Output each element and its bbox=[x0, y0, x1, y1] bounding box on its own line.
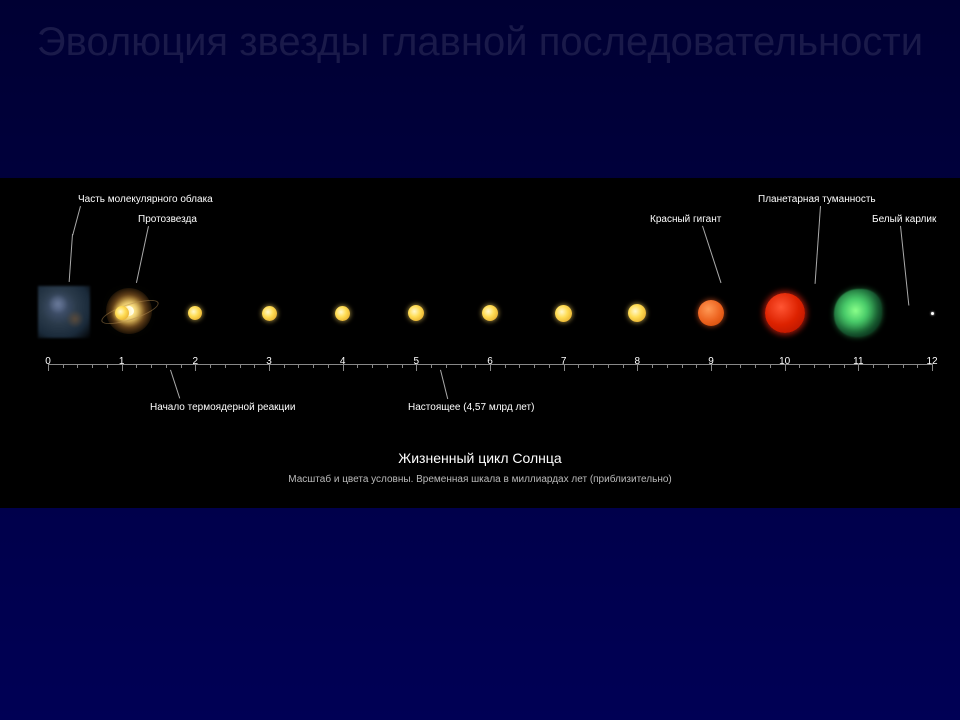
axis-tick-label: 4 bbox=[340, 356, 346, 367]
label-white-dwarf: Белый карлик bbox=[872, 214, 936, 225]
stage-white-dwarf bbox=[931, 312, 934, 315]
label-cloud: Часть молекулярного облака bbox=[78, 194, 213, 205]
axis-tick-minor bbox=[652, 364, 653, 368]
axis-tick-label: 2 bbox=[193, 356, 199, 367]
stage-sun bbox=[408, 305, 424, 321]
axis-tick-minor bbox=[313, 364, 314, 368]
axis-tick-minor bbox=[903, 364, 904, 368]
leader-planetary-nebula bbox=[815, 206, 821, 284]
axis-tick-minor bbox=[623, 364, 624, 368]
axis-tick-minor bbox=[829, 364, 830, 368]
axis-tick-minor bbox=[740, 364, 741, 368]
axis-tick-minor bbox=[77, 364, 78, 368]
stage-sun bbox=[335, 306, 350, 321]
axis-tick-minor bbox=[888, 364, 889, 368]
axis-tick-label: 6 bbox=[487, 356, 493, 367]
axis-tick-minor bbox=[475, 364, 476, 368]
axis-tick-minor bbox=[240, 364, 241, 368]
label-fusion-start: Начало термоядерной реакции bbox=[150, 402, 295, 413]
axis-tick-label: 11 bbox=[853, 356, 863, 367]
axis-tick-minor bbox=[225, 364, 226, 368]
axis-tick-label: 1 bbox=[119, 356, 125, 367]
axis-tick-minor bbox=[63, 364, 64, 368]
leader-cloud bbox=[72, 206, 81, 235]
caption-title: Жизненный цикл Солнца bbox=[0, 450, 960, 466]
stage-sun bbox=[628, 304, 646, 322]
axis-tick-minor bbox=[210, 364, 211, 368]
axis-tick-minor bbox=[328, 364, 329, 368]
axis-tick-minor bbox=[917, 364, 918, 368]
axis-tick-minor bbox=[461, 364, 462, 368]
axis-tick-minor bbox=[608, 364, 609, 368]
axis-tick-label: 7 bbox=[561, 356, 567, 367]
axis-tick-label: 12 bbox=[926, 356, 937, 367]
axis-tick-minor bbox=[166, 364, 167, 368]
axis-tick-minor bbox=[814, 364, 815, 368]
axis-tick-minor bbox=[151, 364, 152, 368]
axis-tick-minor bbox=[667, 364, 668, 368]
axis-tick-minor bbox=[799, 364, 800, 368]
axis-tick-label: 5 bbox=[414, 356, 420, 367]
leader-red-giant bbox=[702, 226, 721, 283]
axis-tick-label: 8 bbox=[635, 356, 641, 367]
axis-tick-minor bbox=[357, 364, 358, 368]
axis-tick-minor bbox=[534, 364, 535, 368]
caption-subtitle: Масштаб и цвета условны. Временная шкала… bbox=[0, 474, 960, 485]
axis-tick-minor bbox=[755, 364, 756, 368]
axis-tick-minor bbox=[873, 364, 874, 368]
stage-sun bbox=[262, 306, 277, 321]
axis-tick-minor bbox=[770, 364, 771, 368]
axis-tick-minor bbox=[254, 364, 255, 368]
axis-tick-minor bbox=[387, 364, 388, 368]
stage-orange-giant bbox=[698, 300, 724, 326]
stage-sun bbox=[115, 306, 129, 320]
label-planetary-nebula: Планетарная туманность bbox=[758, 194, 876, 205]
label-present: Настоящее (4,57 млрд лет) bbox=[408, 402, 534, 413]
axis-tick-label: 10 bbox=[779, 356, 790, 367]
axis-tick-minor bbox=[519, 364, 520, 368]
molecular-cloud bbox=[38, 286, 90, 338]
axis-tick-minor bbox=[92, 364, 93, 368]
axis-tick-minor bbox=[284, 364, 285, 368]
axis-tick-minor bbox=[402, 364, 403, 368]
axis-tick-minor bbox=[107, 364, 108, 368]
axis-tick-minor bbox=[696, 364, 697, 368]
axis-tick-label: 3 bbox=[266, 356, 272, 367]
axis-tick-minor bbox=[431, 364, 432, 368]
label-protostar: Протозвезда bbox=[138, 214, 197, 225]
axis-tick-label: 9 bbox=[708, 356, 714, 367]
axis-tick-minor bbox=[505, 364, 506, 368]
axis-tick-minor bbox=[726, 364, 727, 368]
axis-tick-minor bbox=[682, 364, 683, 368]
axis-tick-minor bbox=[181, 364, 182, 368]
stage-sun bbox=[482, 305, 498, 321]
leader-white-dwarf bbox=[900, 226, 909, 306]
slide-title: Эволюция звезды главной последовательнос… bbox=[0, 0, 960, 66]
axis-tick-minor bbox=[549, 364, 550, 368]
axis-tick-minor bbox=[593, 364, 594, 368]
axis-tick-minor bbox=[372, 364, 373, 368]
stage-red-giant bbox=[765, 293, 805, 333]
axis-tick-label: 0 bbox=[45, 356, 51, 367]
stage-sun bbox=[188, 306, 202, 320]
leader-protostar bbox=[136, 226, 149, 283]
axis-tick-minor bbox=[446, 364, 447, 368]
stage-sun bbox=[555, 305, 572, 322]
leader-cloud-2 bbox=[69, 234, 73, 282]
protostar bbox=[106, 288, 152, 334]
axis-tick-minor bbox=[844, 364, 845, 368]
label-red-giant: Красный гигант bbox=[650, 214, 721, 225]
axis-tick-minor bbox=[298, 364, 299, 368]
lifecycle-diagram: Часть молекулярного облака Протозвезда К… bbox=[0, 178, 960, 508]
axis-tick-minor bbox=[136, 364, 137, 368]
stage-planetary-nebula bbox=[834, 289, 882, 337]
axis-tick-minor bbox=[578, 364, 579, 368]
